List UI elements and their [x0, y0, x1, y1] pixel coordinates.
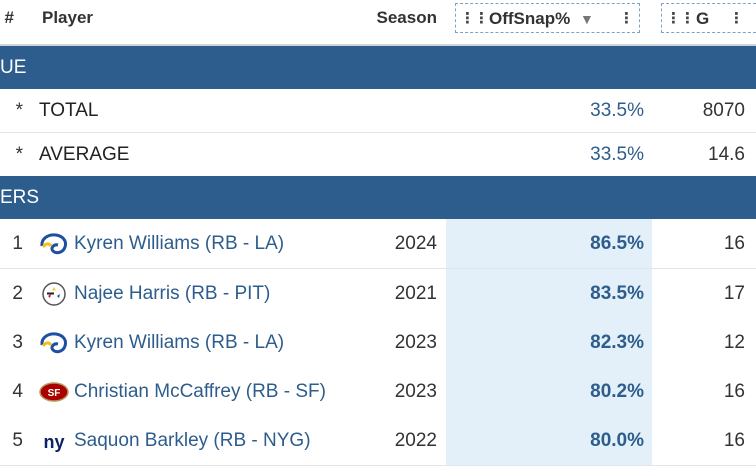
column-menu-icon[interactable]: ⋮	[619, 10, 634, 27]
group-header-league: UE	[0, 46, 756, 89]
season-cell: 2022	[394, 429, 437, 451]
season-cell: 2021	[394, 282, 437, 304]
group-label: UE	[0, 57, 27, 78]
drag-handle-icon[interactable]: ⋮⋮	[460, 10, 489, 27]
games-cell: 16	[723, 380, 745, 402]
summary-label: AVERAGE	[39, 143, 130, 165]
offsnap-cell: 83.5%	[446, 269, 652, 318]
49ers-logo-icon: SF	[39, 380, 69, 404]
row-rank: 2	[12, 282, 23, 304]
games-cell: 16	[723, 429, 745, 451]
player-name: Kyren Williams (RB - LA)	[74, 232, 285, 254]
giants-logo-icon: ny	[39, 429, 69, 453]
table-row: 5 ny Saquon Barkley (RB - NYG) 2022 80.0…	[0, 416, 756, 466]
season-cell: 2024	[394, 232, 437, 254]
player-link[interactable]: Kyren Williams (RB - LA)	[39, 318, 284, 367]
row-rank: *	[15, 143, 23, 165]
season-cell: 2023	[394, 380, 437, 402]
column-menu-icon[interactable]: ⋮	[729, 10, 744, 27]
summary-row-total: * TOTAL 33.5% 8070	[0, 89, 756, 133]
player-link[interactable]: SF Christian McCaffrey (RB - SF)	[39, 367, 326, 416]
row-rank: *	[15, 99, 23, 121]
games-cell: 14.6	[708, 143, 745, 165]
player-link[interactable]: Najee Harris (RB - PIT)	[39, 269, 270, 318]
player-column-header[interactable]: Player	[42, 8, 94, 27]
table-row: 1 Kyren Williams (RB - LA) 2024 86.5% 16	[0, 219, 756, 269]
season-column-header[interactable]: Season	[376, 8, 437, 27]
games-cell: 8070	[702, 99, 745, 121]
offsnap-column-label: OffSnap%	[489, 9, 571, 28]
player-name: Kyren Williams (RB - LA)	[74, 331, 285, 353]
group-label: ERS	[0, 187, 40, 208]
row-rank: 4	[12, 380, 23, 402]
offsnap-cell: 86.5%	[446, 219, 652, 268]
table-header: # Player Season ⋮⋮ OffSnap% ▼ ⋮ ⋮⋮ G ⋮	[0, 0, 756, 46]
season-cell: 2023	[394, 331, 437, 353]
row-rank: 5	[12, 429, 23, 451]
offsnap-cell: 33.5%	[590, 143, 644, 165]
table-row: 3 Kyren Williams (RB - LA) 2023 82.3% 12	[0, 318, 756, 368]
player-name: Najee Harris (RB - PIT)	[74, 282, 271, 304]
rams-logo-icon	[39, 331, 69, 355]
offsnap-cell: 82.3%	[446, 318, 652, 367]
player-link[interactable]: ny Saquon Barkley (RB - NYG)	[39, 416, 311, 465]
offsnap-column-header[interactable]: ⋮⋮ OffSnap% ▼ ⋮	[455, 3, 640, 33]
games-column-header[interactable]: ⋮⋮ G ⋮	[661, 3, 756, 33]
games-cell: 12	[723, 331, 745, 353]
table-row: 2 Najee Harris (RB - PIT) 2021 83.5% 17	[0, 269, 756, 319]
svg-text:SF: SF	[48, 388, 61, 399]
drag-handle-icon[interactable]: ⋮⋮	[666, 10, 695, 27]
rams-logo-icon	[39, 232, 69, 256]
games-cell: 16	[723, 232, 745, 254]
player-name: Christian McCaffrey (RB - SF)	[74, 380, 326, 402]
svg-text:ny: ny	[43, 432, 64, 452]
rank-column-header[interactable]: #	[4, 8, 14, 27]
player-name: Saquon Barkley (RB - NYG)	[74, 429, 311, 451]
row-rank: 3	[12, 331, 23, 353]
games-column-label: G	[696, 9, 710, 28]
group-header-players: ERS	[0, 176, 756, 219]
table-row: 4 SF Christian McCaffrey (RB - SF) 2023 …	[0, 367, 756, 417]
summary-label: TOTAL	[39, 99, 99, 121]
summary-row-average: * AVERAGE 33.5% 14.6	[0, 133, 756, 177]
games-cell: 17	[723, 282, 745, 304]
offsnap-cell: 80.0%	[446, 416, 652, 465]
sort-descending-icon[interactable]: ▼	[580, 11, 594, 27]
player-link[interactable]: Kyren Williams (RB - LA)	[39, 219, 284, 268]
offsnap-cell: 80.2%	[446, 367, 652, 416]
offsnap-cell: 33.5%	[590, 99, 644, 121]
steelers-logo-icon	[39, 281, 69, 306]
row-rank: 1	[12, 232, 23, 254]
